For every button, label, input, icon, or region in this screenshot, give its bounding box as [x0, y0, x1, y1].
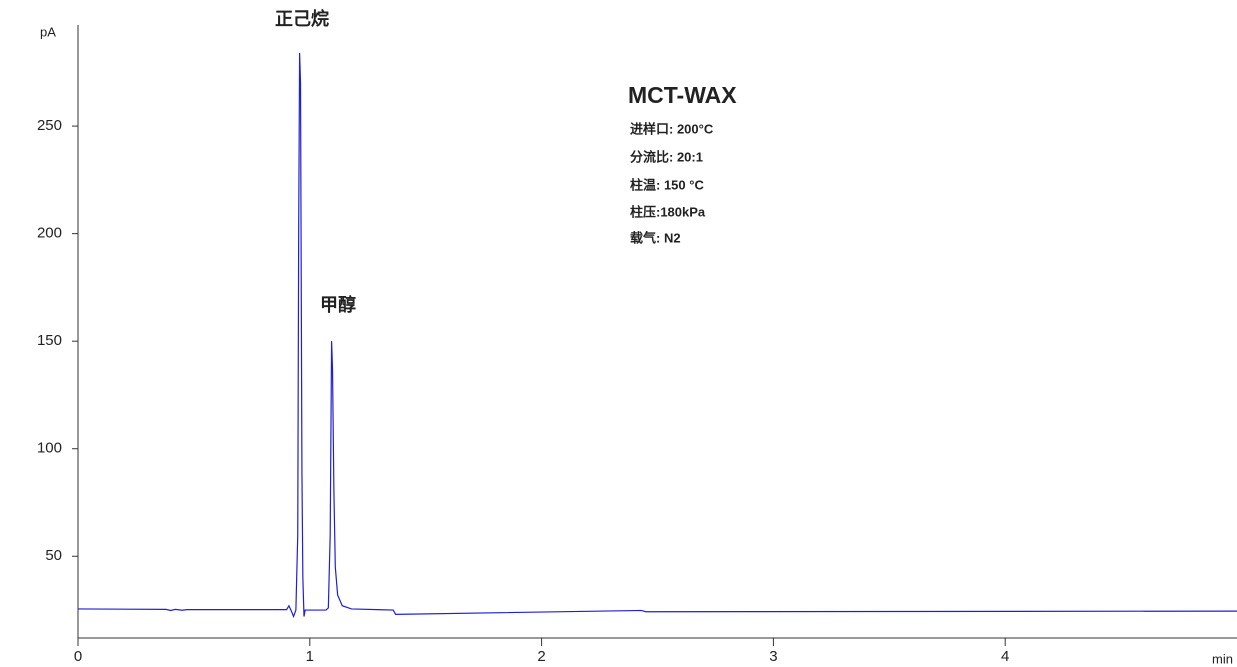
x-tick-label: 3 — [769, 648, 777, 665]
y-tick-label: 150 — [37, 332, 62, 349]
x-tick-label: 2 — [537, 648, 545, 665]
y-axis-label: pA — [40, 24, 56, 39]
y-tick-label: 50 — [45, 547, 62, 564]
condition: 分流比: 20:1 — [630, 149, 703, 164]
x-tick-label: 1 — [306, 648, 314, 665]
peak-label: 正己烷 — [275, 8, 329, 29]
x-tick-label: 4 — [1001, 648, 1009, 665]
condition: 柱压:180kPa — [630, 204, 706, 219]
y-tick-label: 100 — [37, 440, 62, 457]
method-title: MCT-WAX — [628, 82, 737, 108]
y-tick-label: 200 — [37, 225, 62, 242]
x-tick-label: 0 — [74, 648, 82, 665]
x-axis-label: min — [1212, 651, 1233, 666]
condition: 柱温: 150 °C — [630, 177, 704, 192]
peak-label: 甲醇 — [320, 294, 356, 315]
condition: 进样口: 200°C — [630, 121, 714, 136]
y-tick-label: 250 — [37, 117, 62, 134]
condition: 载气: N2 — [630, 230, 681, 245]
trace — [77, 52, 1237, 619]
